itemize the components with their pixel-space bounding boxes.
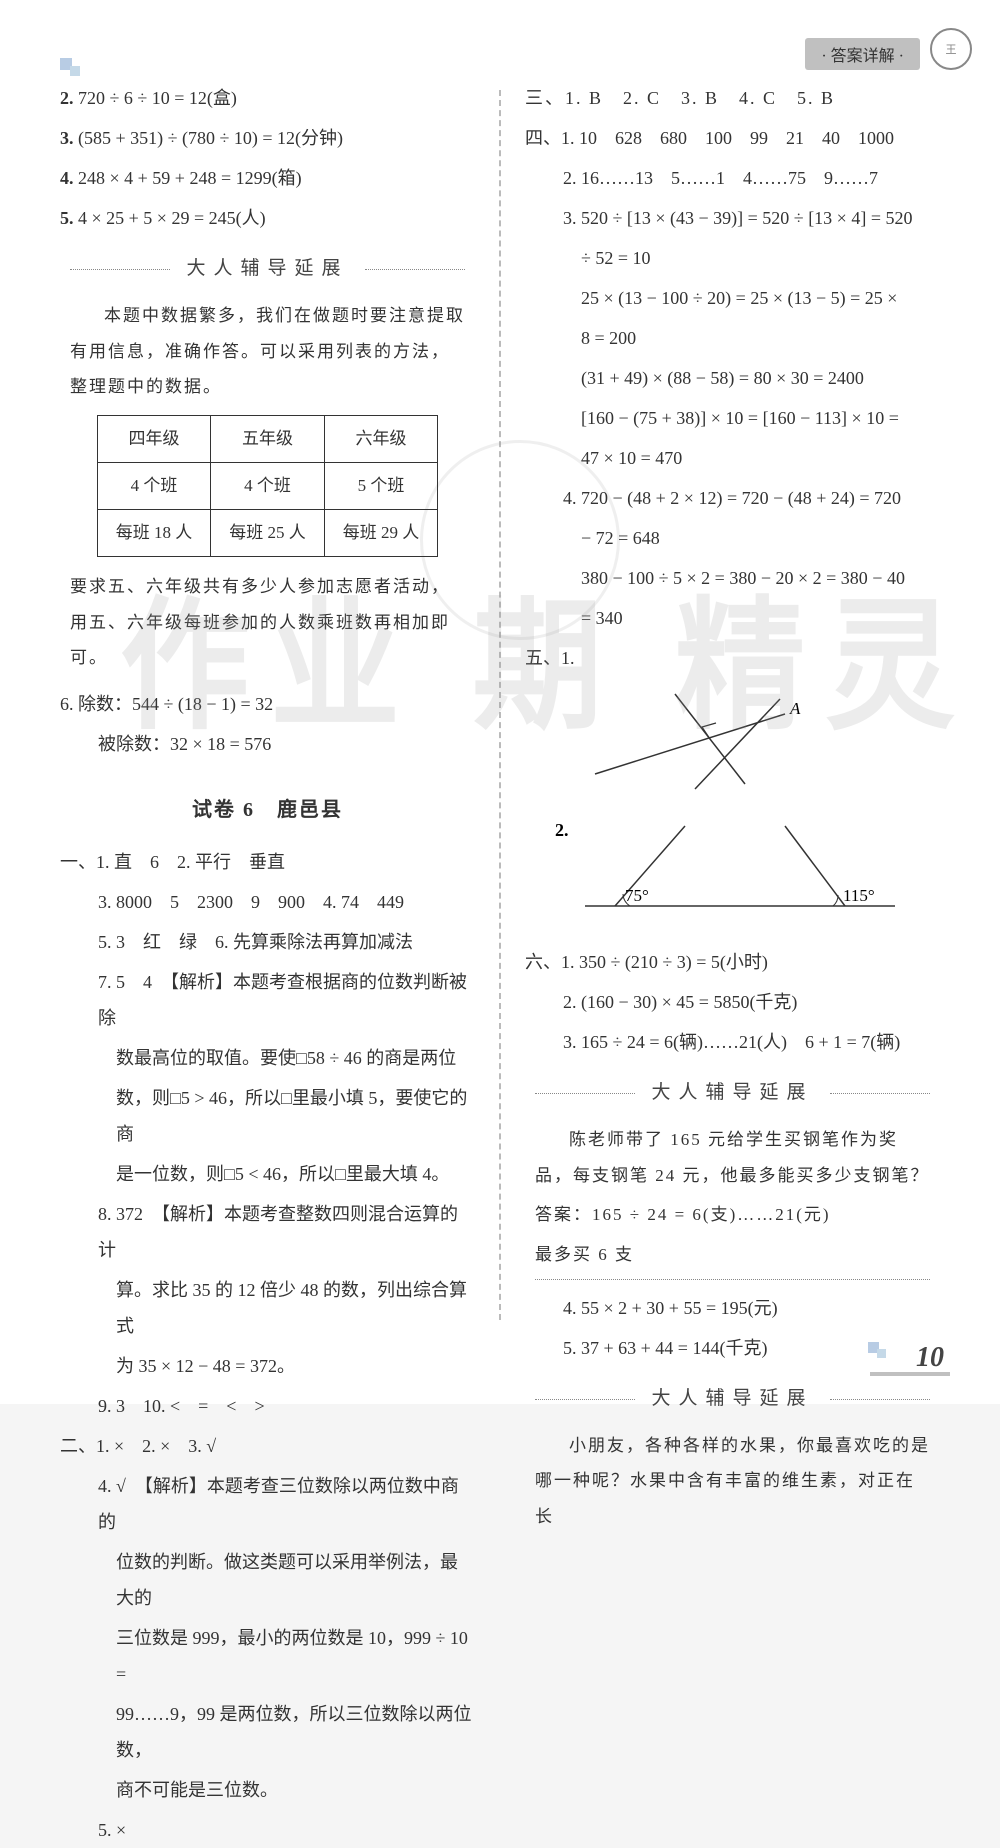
answer-line: 一、1. 直 6 2. 平行 垂直 (60, 844, 475, 880)
item-num: 4. (60, 168, 74, 188)
answer-line: 2. (160 − 30) × 45 = 5850(千克) (525, 984, 940, 1020)
item-text: (585 + 351) ÷ (780 ÷ 10) = 12(分钟) (78, 128, 343, 148)
guide-paragraph: 本题中数据繁多，我们在做题时要注意提取有用信息，准确作答。可以采用列表的方法，整… (60, 298, 475, 405)
item-num: 5. (60, 208, 74, 228)
section-label: 五、1. (525, 640, 940, 676)
answer-line: 7. 5 4 【解析】本题考查根据商的位数判断被除 (60, 964, 475, 1036)
geometry-diagram-2: 2. 75° 115° (555, 816, 915, 926)
answer-line: 8 = 200 (525, 320, 940, 356)
answer-line: 3. (585 + 351) ÷ (780 ÷ 10) = 12(分钟) (60, 120, 475, 156)
page: · 答案详解 · 王 作业 期 精灵 2. 720 ÷ 6 ÷ 10 = 12(… (0, 0, 1000, 1404)
answer-line: 四、1. 10 628 680 100 99 21 40 1000 (525, 120, 940, 156)
item-text: 4 × 25 + 5 × 29 = 245(人) (78, 208, 266, 228)
corner-decoration (60, 58, 84, 82)
answer-line: 6. 除数：544 ÷ (18 − 1) = 32 (60, 686, 475, 722)
table-row: 每班 18 人 每班 25 人 每班 29 人 (97, 510, 438, 557)
answer-line: 数最高位的取值。要使□58 ÷ 46 的商是两位 (60, 1040, 475, 1076)
answer-line: 2. 720 ÷ 6 ÷ 10 = 12(盒) (60, 80, 475, 116)
table-row: 四年级 五年级 六年级 (97, 416, 438, 463)
answer-line: ÷ 52 = 10 (525, 240, 940, 276)
item-num: 2. (60, 88, 74, 108)
test-title: 试卷 6 鹿邑县 (60, 790, 475, 830)
answer-line: 被除数：32 × 18 = 576 (60, 726, 475, 762)
guide-title: 大人辅导延展 (525, 1074, 940, 1112)
table-note: 要求五、六年级共有多少人参加志愿者活动，用五、六年级每班参加的人数乘班数再相加即… (60, 569, 475, 676)
answer-line: 算。求比 35 的 12 倍少 48 的数，列出综合算式 (60, 1272, 475, 1344)
answer-line: 380 − 100 ÷ 5 × 2 = 380 − 20 × 2 = 380 −… (525, 560, 940, 596)
answer-line: [160 − (75 + 38)] × 10 = [160 − 113] × 1… (525, 400, 940, 436)
answer-line: 8. 372 【解析】本题考查整数四则混合运算的计 (60, 1196, 475, 1268)
table-cell: 每班 25 人 (211, 510, 325, 557)
column-divider (499, 90, 501, 1320)
geometry-diagram-1: A (555, 684, 815, 794)
answer-line: 六、1. 350 ÷ (210 ÷ 3) = 5(小时) (525, 944, 940, 980)
guide-title: 大人辅导延展 (60, 250, 475, 288)
table-cell: 5 个班 (324, 463, 438, 510)
grade-table: 四年级 五年级 六年级 4 个班 4 个班 5 个班 每班 18 人 每班 25… (97, 415, 439, 557)
answer-line: − 72 = 648 (525, 520, 940, 556)
table-cell: 五年级 (211, 416, 325, 463)
page-number: 10 (916, 1342, 944, 1374)
item-num: 3. (60, 128, 74, 148)
answer-line: 4. √ 【解析】本题考查三位数除以两位数中商的 (60, 1468, 475, 1540)
item-text: 248 × 4 + 59 + 248 = 1299(箱) (78, 168, 302, 188)
item-text: 720 ÷ 6 ÷ 10 = 12(盒) (78, 88, 237, 108)
answer-line: 商不可能是三位数。 (60, 1772, 475, 1808)
point-label: A (789, 699, 801, 718)
answer-line: 9. 3 10. < = < > (60, 1388, 475, 1424)
guide-paragraph: 陈老师带了 165 元给学生买钢笔作为奖品，每支钢笔 24 元，他最多能买多少支… (525, 1122, 940, 1193)
guide-paragraph: 小朋友，各种各样的水果，你最喜欢吃的是哪一种呢？水果中含有丰富的维生素，对正在长 (525, 1428, 940, 1535)
header-badge: · 答案详解 · (805, 38, 920, 70)
answer-line: 3. 8000 5 2300 9 900 4. 74 449 (60, 884, 475, 920)
answer-line: 三位数是 999，最小的两位数是 10，999 ÷ 10 = (60, 1620, 475, 1692)
answer-line: 5. 4 × 25 + 5 × 29 = 245(人) (60, 200, 475, 236)
table-row: 4 个班 4 个班 5 个班 (97, 463, 438, 510)
answer-line: 4. 720 − (48 + 2 × 12) = 720 − (48 + 24)… (525, 480, 940, 516)
answer-line: 三、1. B 2. C 3. B 4. C 5. B (525, 80, 940, 116)
table-cell: 每班 29 人 (324, 510, 438, 557)
dotted-divider (535, 1279, 930, 1280)
table-cell: 4 个班 (97, 463, 211, 510)
answer-line: 数，则□5 > 46，所以□里最小填 5，要使它的商 (60, 1080, 475, 1152)
answer-line: 3. 165 ÷ 24 = 6(辆)……21(人) 6 + 1 = 7(辆) (525, 1024, 940, 1060)
two-column-layout: 2. 720 ÷ 6 ÷ 10 = 12(盒) 3. (585 + 351) ÷… (60, 80, 940, 1330)
guide-title: 大人辅导延展 (525, 1380, 940, 1418)
table-cell: 每班 18 人 (97, 510, 211, 557)
right-column: 三、1. B 2. C 3. B 4. C 5. B 四、1. 10 628 6… (525, 80, 940, 1330)
answer-line: = 340 (525, 600, 940, 636)
item-num: 2. (555, 820, 569, 840)
answer-line: 4. 55 × 2 + 30 + 55 = 195(元) (525, 1290, 940, 1326)
answer-line: 为 35 × 12 − 48 = 372。 (60, 1348, 475, 1384)
left-column: 2. 720 ÷ 6 ÷ 10 = 12(盒) 3. (585 + 351) ÷… (60, 80, 475, 1330)
answer-line: 5. × (60, 1812, 475, 1848)
answer-line: (31 + 49) × (88 − 58) = 80 × 30 = 2400 (525, 360, 940, 396)
answer-line: 47 × 10 = 470 (525, 440, 940, 476)
answer-line: 是一位数，则□5 < 46，所以□里最大填 4。 (60, 1156, 475, 1192)
angle-label: 115° (843, 886, 875, 905)
answer-line: 5. 3 红 绿 6. 先算乘除法再算加减法 (60, 924, 475, 960)
answer-line: 二、1. × 2. × 3. √ (60, 1428, 475, 1464)
answer-line: 4. 248 × 4 + 59 + 248 = 1299(箱) (60, 160, 475, 196)
answer-line: 2. 16……13 5……1 4……75 9……7 (525, 160, 940, 196)
table-cell: 六年级 (324, 416, 438, 463)
table-cell: 4 个班 (211, 463, 325, 510)
table-cell: 四年级 (97, 416, 211, 463)
guide-paragraph: 答案：165 ÷ 24 = 6(支)……21(元) (525, 1197, 940, 1233)
answer-line: 位数的判断。做这类题可以采用举例法，最大的 (60, 1544, 475, 1616)
answer-line: 99……9，99 是两位数，所以三位数除以两位数， (60, 1696, 475, 1768)
guide-paragraph: 最多买 6 支 (525, 1237, 940, 1273)
answer-line: 25 × (13 − 100 ÷ 20) = 25 × (13 − 5) = 2… (525, 280, 940, 316)
angle-label: 75° (625, 886, 649, 905)
header-logo-icon: 王 (930, 28, 972, 70)
answer-line: 3. 520 ÷ [13 × (43 − 39)] = 520 ÷ [13 × … (525, 200, 940, 236)
page-num-decoration (868, 1342, 890, 1364)
